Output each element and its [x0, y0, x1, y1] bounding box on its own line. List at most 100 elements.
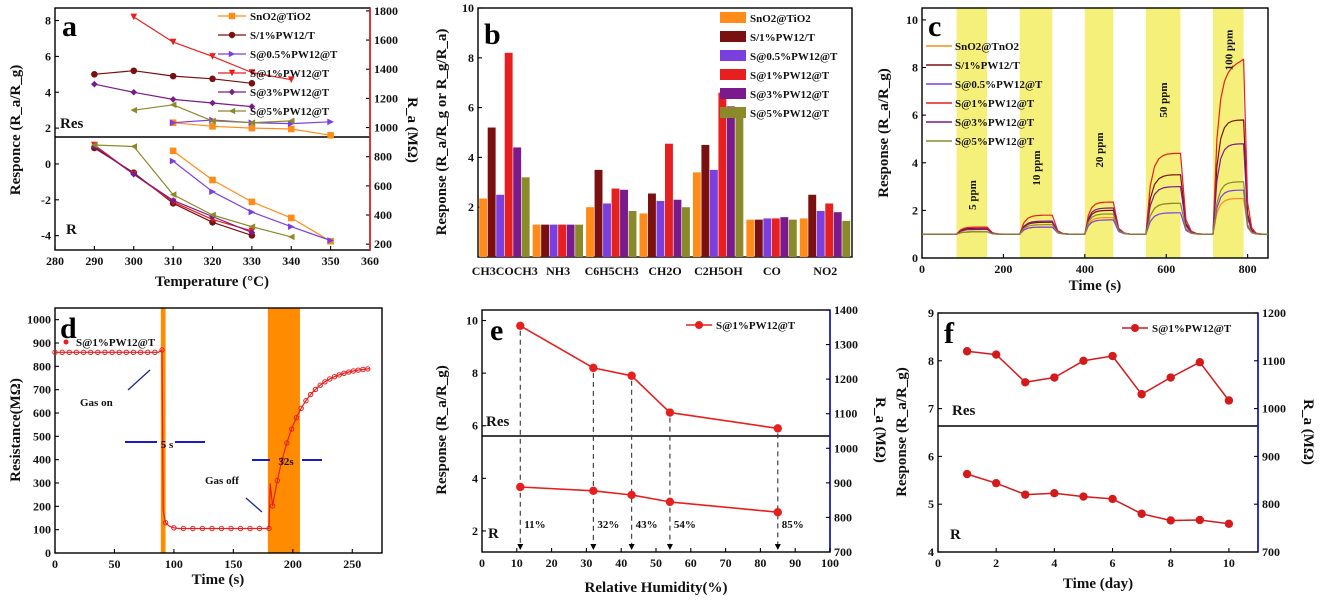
panel-b-bar [549, 224, 558, 257]
panel-a-response-point [91, 71, 98, 78]
panel-a-legend-marker [228, 107, 236, 115]
panel-b-bar [825, 203, 834, 257]
panel-c-ytick-label: 10 [906, 13, 918, 27]
panel-d-point [190, 525, 196, 532]
panel-d-point [331, 374, 338, 380]
panel-f-xtick-label: 10 [1223, 556, 1235, 570]
panel-d-response-line [55, 349, 371, 530]
panel-a-xtick-label: 290 [85, 254, 103, 268]
panel-e-xtick-label: 60 [685, 556, 697, 570]
panel-e-res-label: Res [486, 414, 509, 430]
panel-c-xtick-label: 0 [919, 262, 925, 276]
panel-f-ra-point [1021, 490, 1030, 499]
panel-a-ra-label: R [66, 222, 77, 238]
panel-a-response-point [169, 119, 177, 127]
panel-b-ytick-label: 4 [468, 150, 474, 164]
panel-f-response-point [991, 350, 1001, 359]
panel-a-ytick-label: -4 [41, 229, 51, 243]
panel-a-xtick-label: 300 [125, 254, 143, 268]
panel-e-right-ytick-label: 1300 [834, 338, 858, 352]
panel-d-ytick-label: 900 [33, 336, 51, 350]
panel-a-response-point [248, 119, 256, 127]
panel-d-point [336, 372, 342, 378]
panel-f-response-point [1050, 373, 1059, 382]
panel-a-xlabel: Temperature (°C) [155, 274, 269, 290]
panel-d-ytick-label: 1000 [27, 313, 51, 327]
panel-f-frame [937, 312, 1259, 553]
panel-a-legend-label: S@5%PW12@T [250, 106, 330, 118]
panel-b-legend-swatch [720, 69, 746, 80]
panel-a-response-point [248, 124, 256, 132]
panel-e-letter: e [490, 314, 503, 347]
panel-a-legend-marker [228, 69, 236, 77]
panel-b-category-label: NH3 [546, 264, 570, 278]
panel-d-point [162, 519, 169, 526]
panel-f-ra-point [1166, 516, 1175, 525]
panel-a-response-point [209, 99, 216, 107]
panel-d-point [130, 349, 137, 356]
panel-f-legend-label: S@1%PW12@T [1152, 323, 1232, 335]
panel-d-gas-off-arrow [245, 497, 263, 513]
panel-b-bar [586, 207, 594, 257]
panel-f-xlabel: Time (day) [1063, 576, 1133, 592]
panel-d-point [199, 525, 206, 532]
panel-c-concentration-label: 50 ppm [1158, 82, 1170, 117]
panel-a-xtick-label: 330 [243, 254, 261, 268]
panel-d-xtick-label: 100 [165, 557, 183, 571]
panel-c-xtick-label: 600 [1157, 262, 1175, 276]
panel-f-response-point [1079, 356, 1088, 365]
panel-e-right-ytick-label: 1100 [834, 407, 857, 421]
panel-f-ra-line [966, 473, 1229, 525]
panel-a-legend-label: S/1%PW12/T [250, 30, 315, 42]
panel-d-point [66, 349, 72, 356]
panel-c-xtick-label: 400 [1076, 262, 1094, 276]
panel-e-guide-arrow [517, 544, 524, 550]
panel-b-bar [513, 147, 522, 257]
panel-c-ytick-label: 8 [912, 61, 918, 75]
panel-c-ytick-label: 6 [912, 108, 918, 122]
panel-e-xtick-label: 100 [821, 556, 839, 570]
panel-d-point [123, 349, 130, 356]
panel-d-point [145, 349, 151, 356]
panel-d-point [152, 349, 158, 356]
panel-b-bar [754, 219, 763, 257]
panel-d-point [293, 414, 300, 421]
panel-e-ytick-label: 10 [466, 314, 478, 328]
panel-d-xtick-label: 150 [224, 557, 242, 571]
panel-d-letter: d [60, 312, 77, 345]
panel-e-ytick-label: 4 [472, 471, 478, 485]
panel-d-ytick-label: 800 [33, 359, 51, 373]
panel-d-gas-on-band [160, 308, 166, 553]
panel-b-bar [648, 193, 656, 257]
panel-d-point [52, 349, 58, 356]
panel-f-right-ytick-label: 900 [1262, 449, 1280, 463]
panel-c-frame [921, 7, 1269, 259]
panel-b-legend-label: S/1%PW12/T [750, 32, 815, 44]
panel-f-right-ytick-label: 700 [1262, 545, 1280, 559]
panel-a-ra-point [248, 208, 256, 216]
panel-f-ra-point [991, 478, 1001, 488]
panel-c-legend-label: S/1%PW12/T [955, 60, 1020, 72]
panel-a-ra-point [169, 197, 177, 204]
panel-a-response-point [248, 79, 256, 87]
panel-a-response-point [287, 125, 295, 133]
panel-d-point [59, 349, 65, 356]
panel-a-ra-point [130, 170, 138, 178]
panel-e-humidity-label: 32% [597, 519, 619, 531]
panel-e-ra-point [516, 482, 525, 492]
panel-f-right-ytick-label: 1100 [1262, 354, 1285, 368]
panel-f-response-point [1195, 358, 1205, 367]
panel-d-point [274, 477, 281, 484]
panel-f-ra-point [1079, 492, 1088, 501]
panel-c-ytick-label: 0 [912, 251, 918, 265]
panel-a-response-point [130, 67, 138, 75]
panel-d-point [365, 366, 371, 372]
panel-a-legend-label: S@3%PW12@T [250, 87, 330, 99]
panel-b-ytick-label: 10 [462, 1, 474, 15]
panel-f-ylabel-right: R_a (MΩ) [1300, 399, 1316, 465]
panel-b-legend-label: S@3%PW12@T [750, 89, 830, 101]
panel-a-ylabel: Responce (R_a/R_g) [8, 65, 24, 195]
panel-d-point [218, 525, 225, 532]
panel-c-xlabel: Time (s) [1069, 278, 1122, 294]
panel-d-point [256, 525, 263, 532]
